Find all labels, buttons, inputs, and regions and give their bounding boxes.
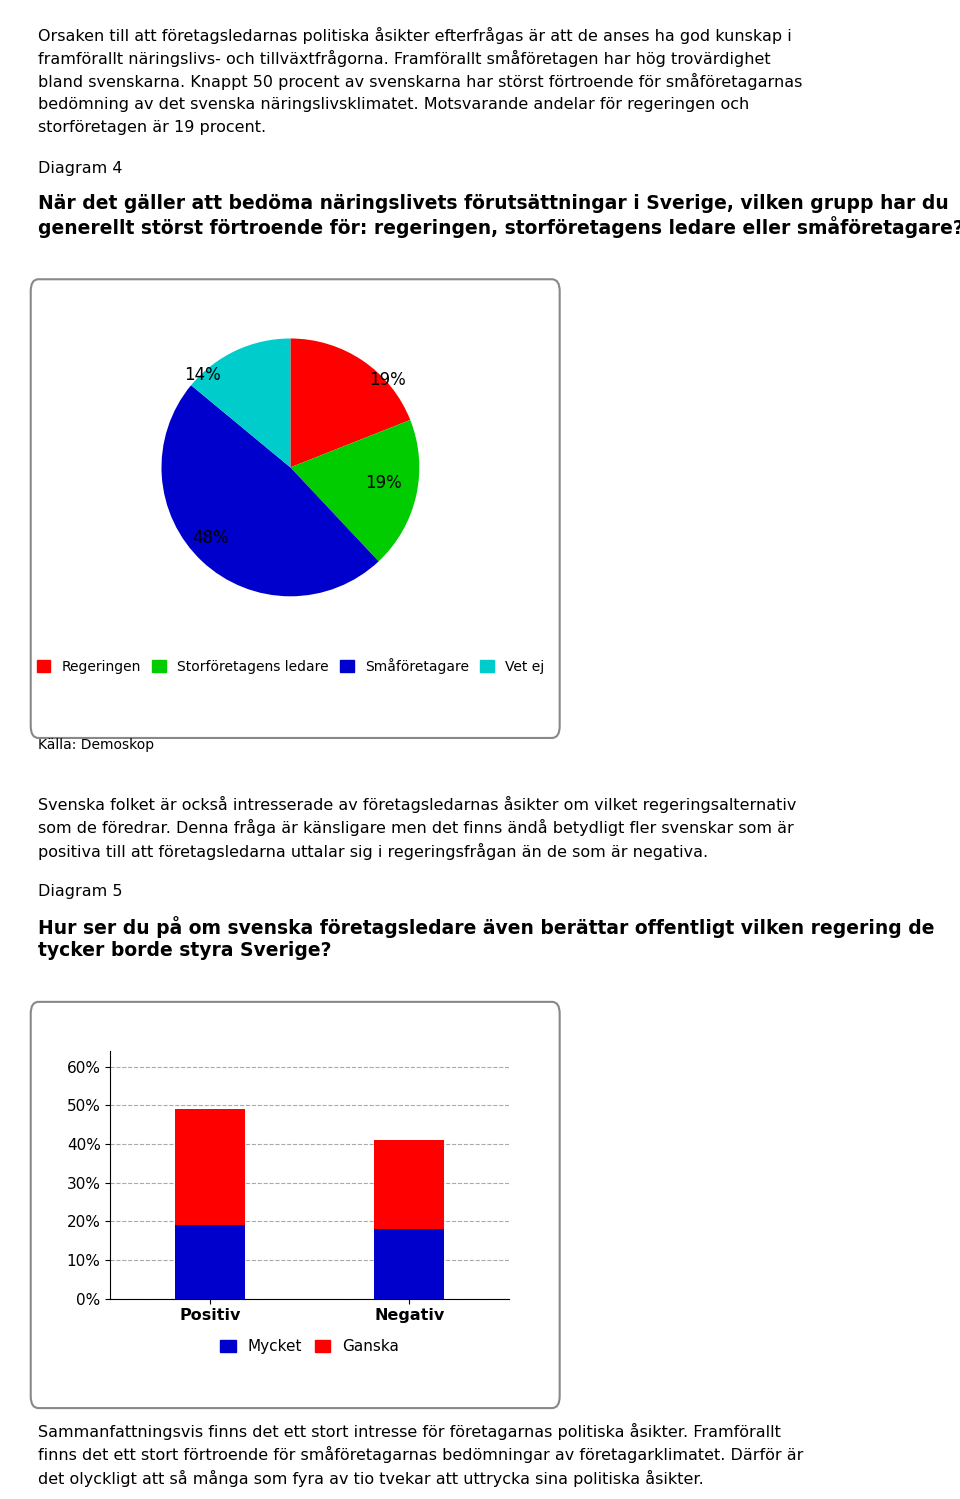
Legend: Mycket, Ganska: Mycket, Ganska xyxy=(214,1333,405,1360)
Bar xyxy=(374,1141,444,1229)
Text: positiva till att företagsledarna uttalar sig i regeringsfrågan än de som är neg: positiva till att företagsledarna uttala… xyxy=(38,842,708,859)
Text: 48%: 48% xyxy=(192,529,228,547)
Text: bedömning av det svenska näringslivsklimatet. Motsvarande andelar för regeringen: bedömning av det svenska näringslivsklim… xyxy=(38,96,750,112)
Text: Sammanfattningsvis finns det ett stort intresse för företagarnas politiska åsikt: Sammanfattningsvis finns det ett stort i… xyxy=(38,1423,781,1441)
Bar xyxy=(374,1229,444,1298)
Text: som de föredrar. Denna fråga är känsligare men det finns ändå betydligt fler sve: som de föredrar. Denna fråga är känsliga… xyxy=(38,820,794,836)
Bar xyxy=(175,1109,245,1225)
Text: Orsaken till att företagsledarnas politiska åsikter efterfrågas är att de anses : Orsaken till att företagsledarnas politi… xyxy=(38,27,792,43)
Text: framförallt näringslivs- och tillväxtfrågorna. Framförallt småföretagen har hög : framförallt näringslivs- och tillväxtfrå… xyxy=(38,51,771,67)
Text: 19%: 19% xyxy=(369,370,405,388)
Text: Diagram 5: Diagram 5 xyxy=(38,884,123,899)
Text: finns det ett stort förtroende för småföretagarnas bedömningar av företagarklima: finns det ett stort förtroende för småfö… xyxy=(38,1447,804,1463)
Wedge shape xyxy=(291,420,420,561)
Text: Hur ser du på om svenska företagsledare även berättar offentligt vilken regering: Hur ser du på om svenska företagsledare … xyxy=(38,916,935,961)
Bar xyxy=(175,1225,245,1298)
Text: bland svenskarna. Knappt 50 procent av svenskarna har störst förtroende för småf: bland svenskarna. Knappt 50 procent av s… xyxy=(38,73,803,90)
Text: 19%: 19% xyxy=(365,474,401,492)
Text: storföretagen är 19 procent.: storföretagen är 19 procent. xyxy=(38,120,267,135)
Text: 14%: 14% xyxy=(184,366,221,384)
Wedge shape xyxy=(191,339,291,468)
Text: Källa: Demoskop: Källa: Demoskop xyxy=(38,738,155,752)
Text: Svenska folket är också intresserade av företagsledarnas åsikter om vilket reger: Svenska folket är också intresserade av … xyxy=(38,796,797,812)
Text: det olyckligt att så många som fyra av tio tvekar att uttrycka sina politiska ås: det olyckligt att så många som fyra av t… xyxy=(38,1469,704,1487)
Text: När det gäller att bedöma näringslivets förutsättningar i Sverige, vilken grupp : När det gäller att bedöma näringslivets … xyxy=(38,193,960,238)
Wedge shape xyxy=(161,385,378,597)
Legend: Regeringen, Storföretagens ledare, Småföretagare, Vet ej: Regeringen, Storföretagens ledare, Småfö… xyxy=(31,652,550,679)
Wedge shape xyxy=(290,339,410,468)
Text: Diagram 4: Diagram 4 xyxy=(38,160,123,177)
